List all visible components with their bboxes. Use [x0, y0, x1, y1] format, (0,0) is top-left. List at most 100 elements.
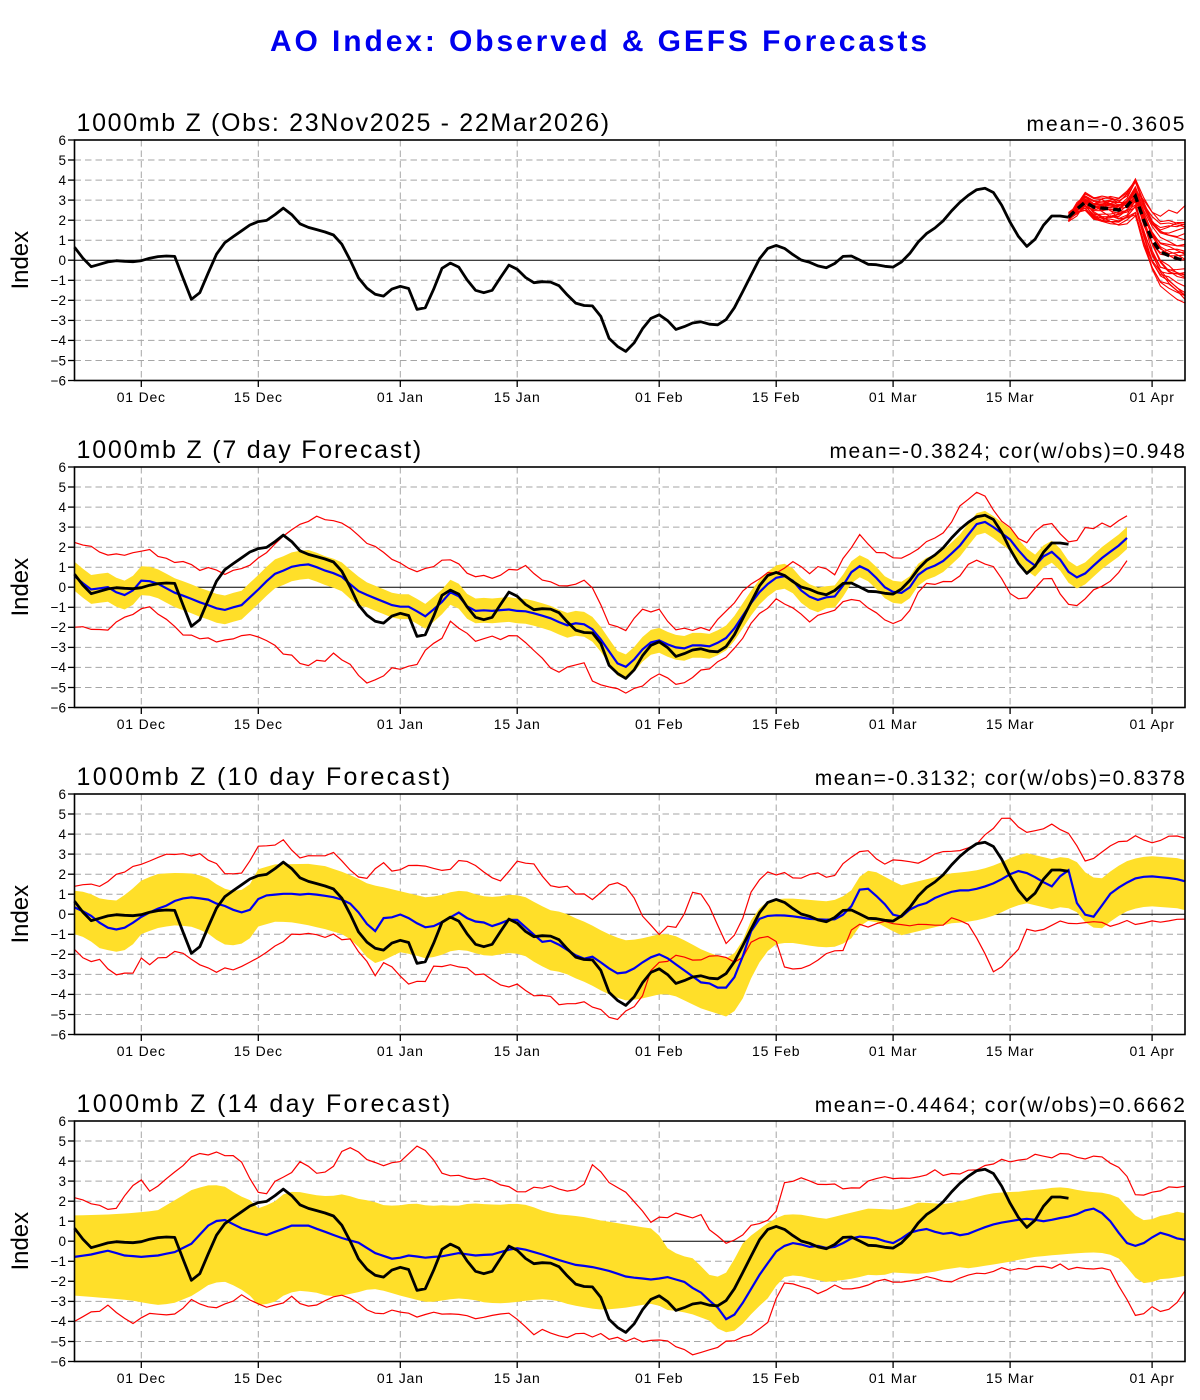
svg-text:1000mb Z (10 day Forecast): 1000mb Z (10 day Forecast) — [77, 763, 453, 791]
svg-text:4: 4 — [58, 173, 66, 188]
svg-text:0: 0 — [58, 907, 66, 922]
svg-text:5: 5 — [58, 1134, 66, 1149]
svg-text:01 Jan: 01 Jan — [377, 389, 424, 405]
svg-text:−5: −5 — [51, 1334, 66, 1349]
svg-text:15 Dec: 15 Dec — [234, 716, 283, 732]
svg-text:Index: Index — [7, 231, 34, 290]
svg-text:01 Apr: 01 Apr — [1129, 1043, 1174, 1059]
svg-text:−4: −4 — [51, 987, 67, 1002]
svg-text:3: 3 — [58, 847, 66, 862]
svg-text:01 Feb: 01 Feb — [635, 389, 683, 405]
svg-text:2: 2 — [58, 1194, 66, 1209]
svg-text:6: 6 — [58, 460, 66, 475]
svg-text:15 Jan: 15 Jan — [494, 1043, 541, 1059]
svg-text:−5: −5 — [51, 1007, 66, 1022]
svg-text:−6: −6 — [51, 373, 66, 388]
svg-text:1000mb Z (Obs: 23Nov2025 - 22M: 1000mb Z (Obs: 23Nov2025 - 22Mar2026) — [77, 109, 611, 137]
svg-text:−5: −5 — [51, 680, 66, 695]
svg-text:−2: −2 — [51, 620, 66, 635]
svg-text:−5: −5 — [51, 353, 66, 368]
svg-text:2: 2 — [58, 540, 66, 555]
svg-text:01 Jan: 01 Jan — [377, 1043, 424, 1059]
svg-text:AO Index: Observed & GEFS Fore: AO Index: Observed & GEFS Forecasts — [270, 25, 930, 58]
svg-text:01 Dec: 01 Dec — [117, 1370, 166, 1386]
svg-text:mean=-0.3605: mean=-0.3605 — [1026, 113, 1186, 136]
svg-text:15 Mar: 15 Mar — [986, 1043, 1034, 1059]
svg-text:mean=-0.3824; cor(w/obs)=0.948: mean=-0.3824; cor(w/obs)=0.948 — [829, 440, 1186, 463]
svg-text:6: 6 — [58, 787, 66, 802]
svg-text:−4: −4 — [51, 660, 67, 675]
svg-text:01 Feb: 01 Feb — [635, 716, 683, 732]
svg-text:15 Feb: 15 Feb — [752, 1370, 800, 1386]
svg-text:5: 5 — [58, 807, 66, 822]
svg-text:15 Mar: 15 Mar — [986, 716, 1034, 732]
svg-text:1: 1 — [58, 560, 66, 575]
svg-text:01 Jan: 01 Jan — [377, 716, 424, 732]
svg-text:mean=-0.3132; cor(w/obs)=0.837: mean=-0.3132; cor(w/obs)=0.8378 — [815, 767, 1187, 790]
svg-text:−1: −1 — [51, 600, 66, 615]
svg-text:01 Dec: 01 Dec — [117, 389, 166, 405]
svg-text:01 Dec: 01 Dec — [117, 716, 166, 732]
svg-text:4: 4 — [58, 1154, 66, 1169]
svg-text:15 Feb: 15 Feb — [752, 1043, 800, 1059]
svg-text:0: 0 — [58, 580, 66, 595]
svg-text:−2: −2 — [51, 293, 66, 308]
svg-text:−2: −2 — [51, 947, 66, 962]
svg-text:1000mb Z (7 day Forecast): 1000mb Z (7 day Forecast) — [77, 436, 424, 464]
svg-text:5: 5 — [58, 480, 66, 495]
svg-text:−6: −6 — [51, 1354, 66, 1369]
svg-text:01 Mar: 01 Mar — [869, 1043, 917, 1059]
svg-text:3: 3 — [58, 520, 66, 535]
svg-text:01 Mar: 01 Mar — [869, 716, 917, 732]
svg-text:0: 0 — [58, 1234, 66, 1249]
svg-text:15 Jan: 15 Jan — [494, 389, 541, 405]
svg-text:−6: −6 — [51, 1027, 66, 1042]
svg-text:Index: Index — [7, 885, 34, 944]
svg-text:6: 6 — [58, 133, 66, 148]
svg-text:−1: −1 — [51, 927, 66, 942]
svg-text:15 Mar: 15 Mar — [986, 1370, 1034, 1386]
svg-text:15 Feb: 15 Feb — [752, 389, 800, 405]
svg-text:Index: Index — [7, 558, 34, 617]
svg-text:−4: −4 — [51, 1314, 67, 1329]
svg-text:15 Dec: 15 Dec — [234, 1043, 283, 1059]
svg-text:5: 5 — [58, 153, 66, 168]
svg-text:2: 2 — [58, 213, 66, 228]
svg-text:4: 4 — [58, 827, 66, 842]
svg-text:15 Dec: 15 Dec — [234, 389, 283, 405]
svg-text:2: 2 — [58, 867, 66, 882]
svg-text:−4: −4 — [51, 333, 67, 348]
svg-text:−2: −2 — [51, 1274, 66, 1289]
svg-text:01 Mar: 01 Mar — [869, 1370, 917, 1386]
svg-text:1000mb Z (14 day Forecast): 1000mb Z (14 day Forecast) — [77, 1090, 453, 1118]
svg-text:mean=-0.4464; cor(w/obs)=0.666: mean=-0.4464; cor(w/obs)=0.6662 — [815, 1094, 1187, 1117]
svg-text:01 Feb: 01 Feb — [635, 1043, 683, 1059]
svg-text:15 Jan: 15 Jan — [494, 1370, 541, 1386]
svg-text:01 Apr: 01 Apr — [1129, 1370, 1174, 1386]
svg-text:−6: −6 — [51, 700, 66, 715]
svg-text:Index: Index — [7, 1212, 34, 1271]
svg-text:1: 1 — [58, 887, 66, 902]
svg-text:−1: −1 — [51, 273, 66, 288]
svg-text:01 Dec: 01 Dec — [117, 1043, 166, 1059]
svg-text:15 Dec: 15 Dec — [234, 1370, 283, 1386]
svg-text:3: 3 — [58, 1174, 66, 1189]
svg-text:01 Apr: 01 Apr — [1129, 389, 1174, 405]
svg-text:01 Feb: 01 Feb — [635, 1370, 683, 1386]
svg-text:01 Jan: 01 Jan — [377, 1370, 424, 1386]
svg-text:1: 1 — [58, 233, 66, 248]
svg-text:−1: −1 — [51, 1254, 66, 1269]
svg-text:6: 6 — [58, 1114, 66, 1129]
svg-text:01 Mar: 01 Mar — [869, 389, 917, 405]
svg-text:0: 0 — [58, 253, 66, 268]
svg-text:15 Feb: 15 Feb — [752, 716, 800, 732]
svg-text:4: 4 — [58, 500, 66, 515]
svg-text:−3: −3 — [51, 967, 66, 982]
svg-text:3: 3 — [58, 193, 66, 208]
svg-text:15 Jan: 15 Jan — [494, 716, 541, 732]
svg-text:01 Apr: 01 Apr — [1129, 716, 1174, 732]
svg-text:−3: −3 — [51, 1294, 66, 1309]
svg-text:15 Mar: 15 Mar — [986, 389, 1034, 405]
svg-text:−3: −3 — [51, 313, 66, 328]
svg-text:1: 1 — [58, 1214, 66, 1229]
